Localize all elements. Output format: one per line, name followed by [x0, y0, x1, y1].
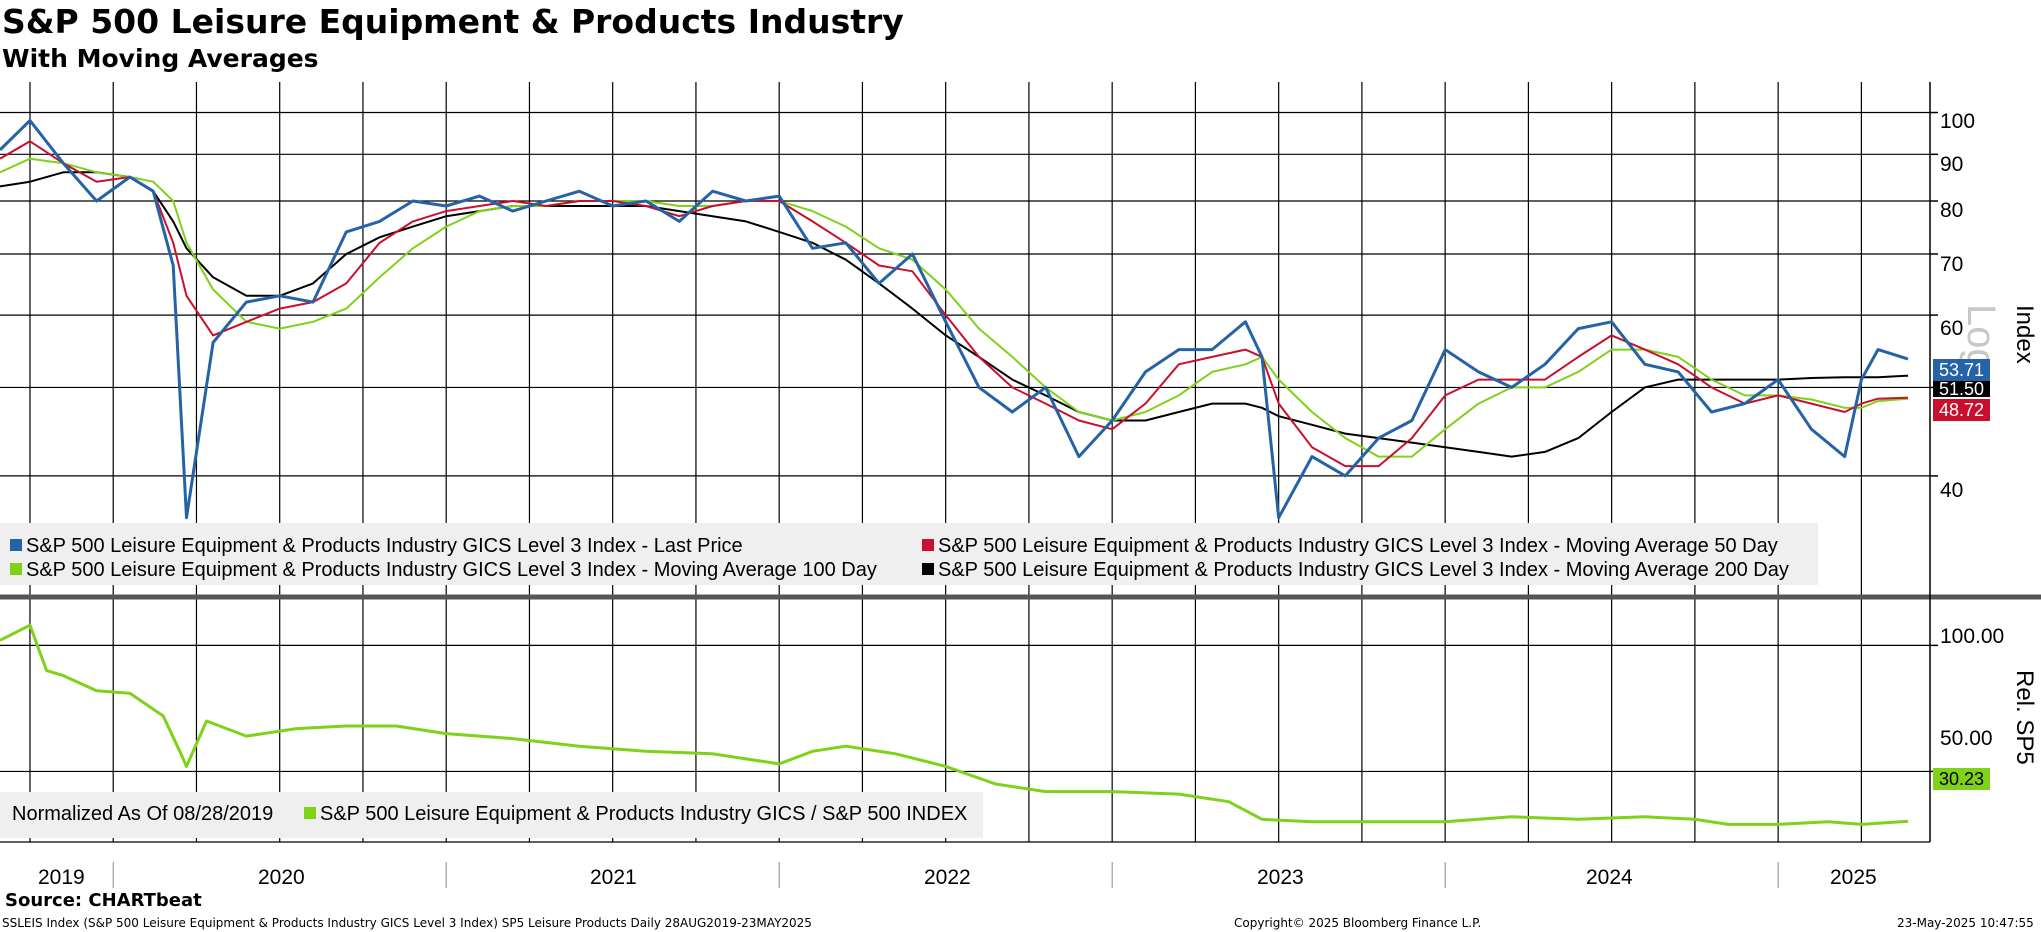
legend-item-ma50: S&P 500 Leisure Equipment & Products Ind… — [922, 535, 1778, 558]
legend-item-ma200: S&P 500 Leisure Equipment & Products Ind… — [922, 559, 1789, 582]
y-axis-title-bottom: Rel. SP5 — [2011, 670, 2038, 765]
footer-right: 23-May-2025 10:47:55 — [1897, 916, 2034, 930]
legend-label-ma200: S&P 500 Leisure Equipment & Products Ind… — [938, 559, 1789, 581]
legend-swatch-last-price — [10, 538, 22, 551]
footer-left: SSLEIS Index (S&P 500 Leisure Equipment … — [2, 916, 812, 930]
legend-label-relative: S&P 500 Leisure Equipment & Products Ind… — [320, 803, 968, 825]
series-line-last-price — [0, 119, 1909, 520]
chart-subtitle: With Moving Averages — [2, 44, 319, 73]
legend-item-last-price: S&P 500 Leisure Equipment & Products Ind… — [10, 535, 743, 558]
legend-label-ma50: S&P 500 Leisure Equipment & Products Ind… — [938, 535, 1778, 557]
legend-bottom: Normalized As Of 08/28/2019 S&P 500 Leis… — [0, 792, 983, 838]
last-value-badge-ma50: 48.72 — [1933, 399, 1991, 421]
series-line-relative — [0, 623, 1909, 826]
footer-center: Copyright© 2025 Bloomberg Finance L.P. — [1234, 916, 1482, 930]
last-value-badge-price: 53.71 — [1933, 359, 1991, 381]
ytick-label: 80 — [1940, 199, 1964, 222]
chart-title: S&P 500 Leisure Equipment & Products Ind… — [2, 2, 904, 41]
x-year-label: 2024 — [1586, 866, 1633, 889]
ytick-label: 60 — [1940, 317, 1964, 340]
series-line-ma50 — [0, 140, 1909, 468]
x-year-label: 2019 — [38, 866, 85, 889]
series-line-ma200 — [0, 171, 1909, 458]
legend-swatch-relative — [304, 806, 316, 819]
axis-layer — [0, 82, 2041, 888]
ytick-label: 40 — [1940, 479, 1964, 502]
legend-label-last-price: S&P 500 Leisure Equipment & Products Ind… — [26, 535, 743, 557]
legend-normalized-note: Normalized As Of 08/28/2019 — [12, 803, 274, 825]
legend-label-ma100: S&P 500 Leisure Equipment & Products Ind… — [26, 559, 877, 581]
ytick-label-rel: 100.00 — [1940, 625, 2005, 648]
legend-swatch-ma50 — [922, 538, 934, 551]
series-line-ma100 — [0, 157, 1909, 458]
legend-swatch-ma200 — [922, 562, 934, 575]
x-year-label: 2020 — [258, 866, 305, 889]
x-year-label: 2023 — [1257, 866, 1304, 889]
x-year-label: 2022 — [924, 866, 971, 889]
source-label: Source: CHARTbeat — [5, 890, 202, 911]
legend-item-ma100: S&P 500 Leisure Equipment & Products Ind… — [10, 559, 877, 582]
legend-top: S&P 500 Leisure Equipment & Products Ind… — [0, 523, 1818, 585]
last-value-badge-ma200: 51.50 — [1933, 380, 1991, 398]
last-value-badge-relative: 30.23 — [1933, 768, 1991, 790]
grid-layer — [0, 82, 1930, 842]
series-layer — [0, 119, 1909, 826]
x-year-label: 2021 — [590, 866, 637, 889]
ytick-label-rel: 50.00 — [1940, 727, 1993, 750]
legend-swatch-ma100 — [10, 562, 22, 575]
y-axis-title-top: Index — [2011, 305, 2038, 364]
legend-item-relative: S&P 500 Leisure Equipment & Products Ind… — [304, 803, 967, 826]
ytick-label: 100 — [1940, 110, 1976, 133]
x-year-label: 2025 — [1830, 866, 1877, 889]
ytick-label: 70 — [1940, 253, 1964, 276]
ytick-label: 90 — [1940, 153, 1964, 176]
